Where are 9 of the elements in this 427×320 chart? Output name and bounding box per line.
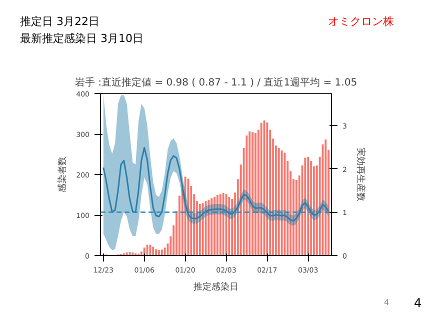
text: 4 (414, 295, 422, 312)
chart-title: 岩手 :直近推定値 = 0.98 ( 0.87 - 1.1 ) / 直近1週平均 = 1.05 (74, 76, 358, 88)
text: 最新推定感染日 3月10日 (20, 31, 144, 47)
text: オミクロン株 (328, 14, 394, 30)
text: 4 (384, 297, 390, 308)
y2-axis-title: 実効再生産数 (354, 148, 366, 202)
text: 推定日 3月22日 (20, 14, 100, 30)
x-axis-title: 推定感染日 (194, 282, 238, 292)
y-axis-title: 感染者数 (57, 156, 68, 192)
